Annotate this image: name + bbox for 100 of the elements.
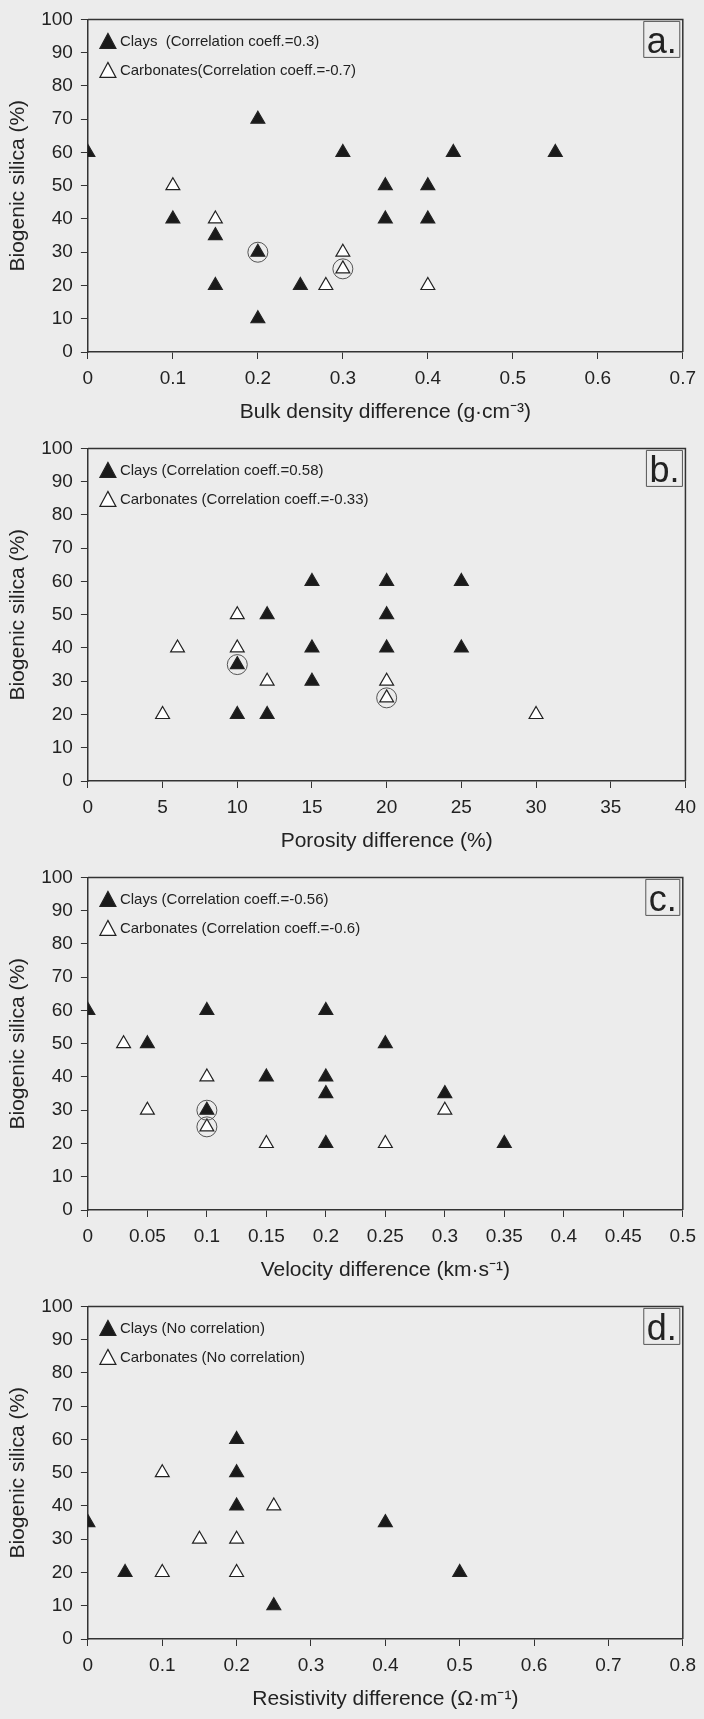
legend-label: Clays (Correlation coeff.=0.58): [119, 460, 324, 478]
x-tick-label: 0.5: [669, 1224, 696, 1246]
y-tick-label: 60: [51, 569, 73, 591]
y-tick-label: 10: [51, 1593, 73, 1615]
point: [154, 1563, 170, 1578]
point: [207, 276, 223, 291]
x-tick-label: 0.3: [431, 1224, 459, 1246]
x-tick-label: 5: [157, 795, 168, 817]
y-tick-label: 70: [51, 107, 73, 129]
y-tick-label: 90: [51, 40, 73, 62]
point: [259, 705, 275, 720]
y-axis-title: Biogenic silica (%): [5, 957, 29, 1130]
x-tick-label: 0.4: [372, 1653, 399, 1675]
point: [452, 1563, 468, 1578]
point: [196, 1099, 218, 1121]
point: [292, 276, 308, 291]
y-tick-label: 90: [51, 1327, 73, 1349]
point: [379, 606, 395, 620]
point: [229, 1530, 245, 1544]
point: [379, 672, 395, 686]
point: [377, 1134, 393, 1149]
x-tick-label: 25: [450, 795, 472, 817]
point: [258, 1068, 274, 1082]
legend-label: Clays (Correlation coeff.=-0.56): [119, 889, 329, 907]
y-axis-title: Biogenic silica (%): [5, 1386, 29, 1559]
x-axis-title: Bulk density difference (g·cm⁻³): [239, 399, 532, 423]
y-tick-label: 100: [41, 7, 73, 29]
point: [453, 572, 469, 587]
point: [116, 1035, 132, 1049]
y-tick-label: 10: [51, 735, 73, 757]
point: [229, 1430, 245, 1445]
point: [318, 1134, 334, 1149]
point: [207, 210, 223, 224]
point: [547, 143, 563, 158]
x-tick-label: 0.6: [520, 1653, 548, 1675]
point: [377, 177, 393, 191]
point: [154, 1464, 170, 1478]
x-tick-label: 0.4: [550, 1224, 578, 1246]
y-tick-label: 30: [51, 669, 73, 691]
x-tick-label: 0.2: [244, 366, 272, 388]
point: [199, 1068, 215, 1082]
y-tick-label: 80: [51, 932, 73, 954]
x-tick-label: 0.8: [669, 1653, 696, 1675]
legend-label: Carbonates (No correlation): [119, 1347, 305, 1365]
x-tick-label: 0.5: [499, 366, 527, 388]
point: [165, 210, 181, 224]
x-tick-label: 0.45: [604, 1224, 642, 1246]
y-tick-label: 20: [51, 1560, 73, 1582]
x-tick-label: 10: [226, 795, 248, 817]
legend-label: Clays (Correlation coeff.=0.3): [119, 31, 320, 49]
y-tick-label: 50: [51, 602, 73, 624]
x-tick-label: 35: [600, 795, 622, 817]
point: [437, 1101, 453, 1115]
x-tick-label: 0.4: [414, 366, 442, 388]
point: [377, 1035, 393, 1049]
point: [266, 1597, 282, 1611]
point: [229, 606, 245, 620]
point: [420, 210, 436, 224]
point: [207, 226, 223, 241]
x-axis-title: Resistivity difference (Ω·m⁻¹): [252, 1686, 519, 1710]
point: [420, 177, 436, 191]
y-tick-label: 70: [51, 965, 73, 987]
point: [229, 705, 245, 720]
y-tick-label: 40: [51, 1065, 73, 1087]
point: [496, 1134, 512, 1149]
y-tick-label: 20: [51, 273, 73, 295]
point: [453, 639, 469, 653]
y-tick-label: 30: [51, 1527, 73, 1549]
y-tick-label: 80: [51, 74, 73, 96]
x-tick-label: 0.1: [159, 366, 187, 388]
y-tick-label: 20: [51, 1131, 73, 1153]
y-tick-label: 0: [62, 340, 73, 362]
point: [379, 639, 395, 653]
point: [379, 572, 395, 587]
x-tick-label: 0.7: [595, 1653, 622, 1675]
annotation: c.: [648, 878, 677, 920]
y-tick-label: 100: [41, 865, 73, 887]
x-tick-label: 0.25: [366, 1224, 404, 1246]
point: [335, 243, 351, 257]
x-tick-label: 0.1: [193, 1224, 221, 1246]
y-tick-label: 0: [62, 769, 73, 791]
y-tick-label: 80: [51, 1361, 73, 1383]
point: [191, 1530, 207, 1544]
y-axis-title: Biogenic silica (%): [5, 528, 29, 701]
y-tick-label: 90: [51, 469, 73, 491]
point: [266, 1497, 282, 1511]
x-tick-label: 0.35: [485, 1224, 523, 1246]
point: [199, 1001, 215, 1016]
x-tick-label: 0.5: [446, 1653, 473, 1675]
legend-label: Carbonates(Correlation coeff.=-0.7): [119, 60, 357, 78]
y-tick-label: 50: [51, 1460, 73, 1482]
point: [258, 1134, 274, 1149]
x-tick-label: 20: [376, 795, 398, 817]
y-tick-label: 70: [51, 1394, 73, 1416]
y-tick-label: 50: [51, 1031, 73, 1053]
y-tick-label: 10: [51, 1164, 73, 1186]
point: [318, 1068, 334, 1082]
point: [318, 1084, 334, 1099]
point: [259, 672, 275, 686]
point: [229, 1464, 245, 1478]
